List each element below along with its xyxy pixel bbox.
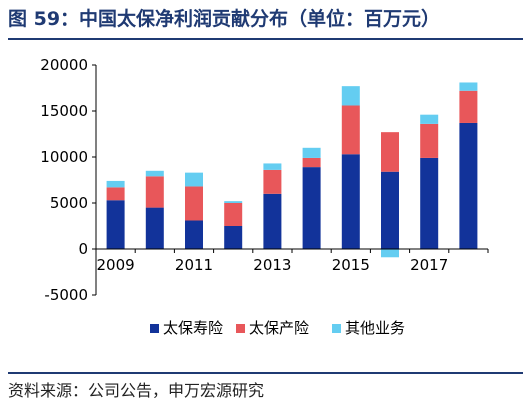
- bar-segment: [459, 122, 478, 249]
- bar-segment: [420, 114, 439, 124]
- bar-segment: [341, 154, 360, 249]
- figure-title: 图 59：中国太保净利润贡献分布（单位：百万元）: [8, 8, 441, 30]
- source-note: 资料来源：公司公告，申万宏源研究: [8, 381, 265, 400]
- x-tick-label: 2009: [97, 256, 135, 274]
- bar-segment: [302, 147, 321, 158]
- bar-segment: [185, 172, 203, 187]
- bar-segment: [302, 167, 321, 249]
- bar-segment: [185, 186, 203, 221]
- bar-segment: [381, 171, 399, 249]
- bar-segment: [106, 187, 125, 201]
- stacked-bar-chart: -5000 0 5000 10000 15000 20000 2009 2011 2013 201…: [40, 56, 489, 337]
- bar-segment: [145, 207, 164, 249]
- legend-label: 太保产险: [249, 319, 309, 337]
- bar-segment: [224, 203, 243, 226]
- bar-segment: [263, 169, 282, 194]
- bar-segment: [381, 249, 399, 258]
- y-tick-label: -5000: [44, 286, 88, 304]
- x-tick-label: 2015: [332, 256, 370, 274]
- legend-label: 其他业务: [345, 319, 405, 337]
- y-tick-label: 0: [78, 240, 88, 258]
- bar-segment: [381, 132, 399, 172]
- x-tick-label: 2017: [410, 256, 448, 274]
- source-divider: [8, 372, 523, 374]
- bar-segment: [459, 82, 478, 91]
- legend-swatch: [236, 324, 245, 333]
- bar-segment: [145, 170, 164, 177]
- bar-segment: [459, 90, 478, 123]
- bar-segment: [106, 200, 125, 249]
- legend-swatch: [150, 324, 159, 333]
- bar-segment: [224, 226, 243, 249]
- bar-segment: [145, 176, 164, 208]
- bar-segment: [185, 220, 203, 249]
- bar-segment: [224, 201, 243, 203]
- legend-label: 太保寿险: [163, 319, 223, 337]
- legend-swatch: [332, 324, 341, 333]
- bar-segment: [263, 163, 282, 170]
- y-tick-label: 15000: [40, 102, 88, 120]
- x-tick-label: 2011: [175, 256, 213, 274]
- y-tick-label: 5000: [50, 194, 88, 212]
- title-divider: [8, 38, 523, 40]
- y-tick-label: 10000: [40, 148, 88, 166]
- bar-segment: [341, 105, 360, 155]
- bar-segment: [420, 123, 439, 158]
- x-tick-label: 2013: [253, 256, 291, 274]
- bar-segment: [302, 157, 321, 168]
- bar-segment: [263, 193, 282, 249]
- bar-segment: [341, 86, 360, 106]
- bar-segment: [420, 157, 439, 249]
- bar-segment: [106, 180, 125, 188]
- y-tick-label: 20000: [40, 56, 88, 74]
